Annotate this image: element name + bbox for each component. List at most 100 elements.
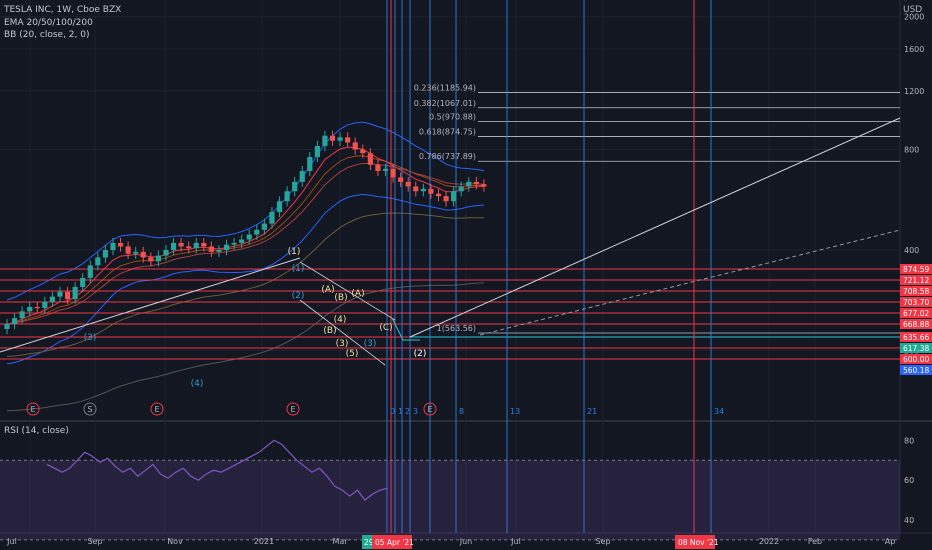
event-marker[interactable] [150,402,164,416]
fib-time-count: 3 [413,407,418,416]
event-marker[interactable] [83,402,97,416]
fib-time-count: 34 [714,407,724,416]
channel-line[interactable] [299,299,386,366]
time-tick-label: Nov [167,537,183,546]
candle [216,245,222,258]
candle [375,159,381,177]
ema-line [6,282,484,412]
trend-line[interactable] [0,257,301,353]
projection-path[interactable] [391,317,420,341]
time-tick-label: Jun [459,537,473,546]
candle [110,237,116,256]
candle [352,137,358,155]
fib-time-count: 2 [405,407,410,416]
candle [261,218,267,235]
candle [451,186,457,207]
bb-legend[interactable]: BB (20, close, 2, 0) [4,30,90,40]
price-label: 600.00 [903,355,929,364]
time-tick-label: Feb [808,537,822,546]
wave-label: (B) [334,293,347,303]
fib-time-counts: 0 1 2 3 8 13 21 34 [390,407,724,416]
rsi-pane [0,421,900,533]
candle [102,245,109,263]
event-marker[interactable] [26,402,40,416]
candle [34,302,40,314]
price-label: 668.88 [903,320,929,329]
price-label-box [900,332,932,342]
candle [307,151,313,177]
time-axis[interactable]: Jul Sep Nov 2021 Mar Jun Jul Sep 2022 Feb Ap 29 05 A… [6,535,895,549]
price-label: 874.59 [903,265,929,274]
rsi-legend[interactable]: RSI (14, close) [4,426,69,436]
date-highlight-box [362,535,372,549]
candle [193,237,199,254]
fib-time-count: 1 [398,407,403,416]
event-marker-label: E [290,405,295,414]
event-marker[interactable] [286,402,300,416]
fib-level-label: 0.382(1067.01) [414,99,476,108]
price-axis[interactable]: 200400800120016002000874.59721.12708.587… [900,13,932,525]
rsi-line [46,439,388,501]
time-tick-label: Mar [332,537,348,546]
rsi-band-fill [0,460,900,540]
fib-level-label: 0.5(970.88) [429,112,476,121]
price-label: 560.18 [903,366,929,375]
rsi-tick-label: 80 [904,436,914,445]
price-label-box [900,308,932,318]
fib-time-count: 13 [510,407,520,416]
wave-label: (5) [346,349,359,359]
candle [231,237,237,250]
candle [314,140,320,163]
ema-legend[interactable]: EMA 20/50/100/200 [4,18,93,28]
time-tick-label: Ap [885,537,896,546]
currency-label: USD [903,5,923,15]
event-marker[interactable] [423,402,437,416]
trend-line-dashed[interactable] [479,229,901,336]
fib-time-count: 21 [587,407,597,416]
candle [269,206,275,229]
candle [87,260,93,284]
candle [367,148,373,170]
price-label: 677.02 [903,309,929,318]
candle [11,313,18,330]
time-tick-label: 2021 [254,537,274,546]
ema-line [6,212,484,357]
candle [420,183,426,197]
price-label: 617.38 [903,344,929,353]
fib-time-zone-lines [386,0,712,533]
trend-line[interactable] [409,117,901,338]
wave-label: (A) [321,285,334,295]
price-label: 708.58 [903,287,929,296]
candle [57,286,63,302]
rsi-tick-label: 40 [904,516,914,525]
price-label-box [900,319,932,329]
rsi-tick-label: 60 [904,476,914,485]
candle [178,237,184,252]
bb-basis [6,155,484,325]
candle [329,130,336,146]
candle [95,252,101,271]
wave-label: (B) [323,326,336,336]
candle [390,163,396,183]
candle [27,302,33,317]
bb-upper [6,121,484,301]
price-tick-label: 1600 [904,45,924,54]
wave-label: (3) [84,333,97,343]
candle [276,196,283,218]
wave-label: (C) [379,323,392,333]
candle [201,237,207,252]
candle [72,281,78,305]
time-tick-label: Jul [510,537,521,546]
trend-lines [0,117,901,366]
candle [80,272,86,293]
symbol-title[interactable]: TESLA INC, 1W, Cboe BZX [4,5,122,15]
ema-line [6,162,484,325]
candle [458,181,464,197]
fib-time-count: 8 [459,407,464,416]
wave-label: (A) [351,289,364,299]
ema-line [6,146,484,325]
candle [19,306,25,324]
channel-line[interactable] [299,261,396,321]
